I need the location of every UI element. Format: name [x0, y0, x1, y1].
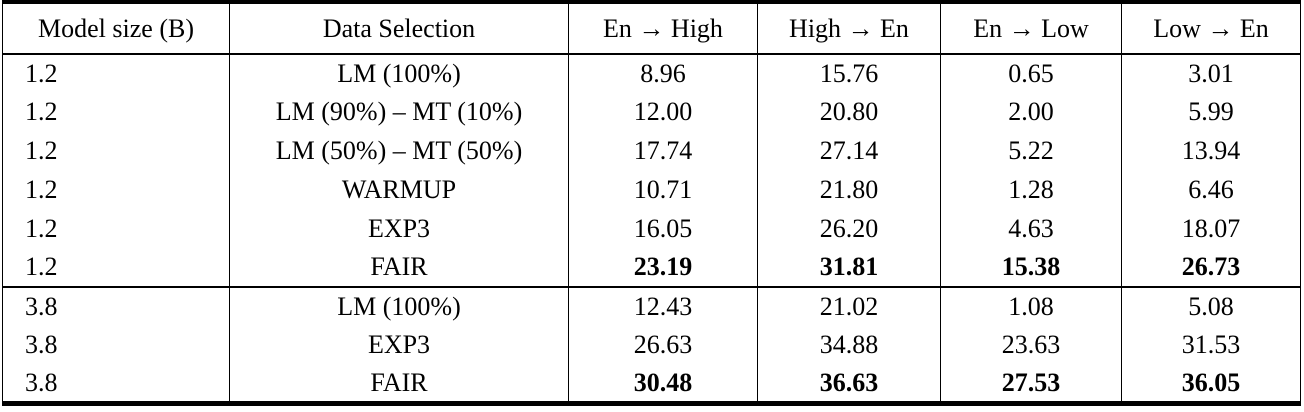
model-size-cell: 1.2 [2, 131, 230, 171]
metric-cell-high-to-en: 21.02 [757, 287, 941, 326]
data-selection-cell: EXP3 [229, 325, 569, 365]
metric-cell-en-to-high: 10.71 [568, 170, 758, 210]
model-size-cell: 1.2 [2, 54, 230, 93]
model-size-cell: 1.2 [2, 248, 230, 287]
metric-cell-en-to-low: 0.65 [940, 54, 1122, 93]
metric-cell-en-to-low: 5.22 [940, 131, 1122, 171]
table-row: 1.2 EXP3 16.05 26.20 4.63 18.07 [2, 209, 1301, 249]
metric-cell-high-to-en: 27.14 [757, 131, 941, 171]
data-selection-cell: FAIR [229, 364, 569, 404]
table-row: 3.8 EXP3 26.63 34.88 23.63 31.53 [2, 325, 1301, 365]
metric-cell-low-to-en: 36.05 [1121, 364, 1301, 404]
metric-cell-en-to-high: 30.48 [568, 364, 758, 404]
group-model-1.2: 1.2 LM (100%) 8.96 15.76 0.65 3.01 1.2 L… [2, 54, 1301, 287]
metric-cell-en-to-high: 26.63 [568, 325, 758, 365]
header-row: Model size (B) Data Selection En → High … [2, 2, 1301, 54]
metric-cell-en-to-low: 2.00 [940, 92, 1122, 132]
table-row-fair-best: 3.8 FAIR 30.48 36.63 27.53 36.05 [2, 364, 1301, 404]
metric-cell-low-to-en: 13.94 [1121, 131, 1301, 171]
metric-cell-en-to-high: 16.05 [568, 209, 758, 249]
group-model-3.8: 3.8 LM (100%) 12.43 21.02 1.08 5.08 3.8 … [2, 287, 1301, 404]
table-row: 1.2 WARMUP 10.71 21.80 1.28 6.46 [2, 170, 1301, 210]
table-row-fair-best: 1.2 FAIR 23.19 31.81 15.38 26.73 [2, 248, 1301, 287]
column-header-en-to-low: En → Low [940, 2, 1122, 54]
metric-cell-low-to-en: 3.01 [1121, 54, 1301, 93]
metric-cell-low-to-en: 5.99 [1121, 92, 1301, 132]
metric-cell-en-to-low: 1.08 [940, 287, 1122, 326]
model-size-cell: 3.8 [2, 287, 230, 326]
column-header-low-to-en: Low → En [1121, 2, 1301, 54]
data-selection-cell: LM (100%) [229, 287, 569, 326]
model-size-cell: 1.2 [2, 170, 230, 210]
table-row: 1.2 LM (90%) – MT (10%) 12.00 20.80 2.00… [2, 92, 1301, 132]
metric-cell-low-to-en: 26.73 [1121, 248, 1301, 287]
metric-cell-en-to-high: 8.96 [568, 54, 758, 93]
metric-cell-low-to-en: 6.46 [1121, 170, 1301, 210]
metric-cell-high-to-en: 20.80 [757, 92, 941, 132]
data-selection-cell: WARMUP [229, 170, 569, 210]
metric-cell-high-to-en: 36.63 [757, 364, 941, 404]
metric-cell-high-to-en: 26.20 [757, 209, 941, 249]
column-header-en-to-high: En → High [568, 2, 758, 54]
metric-cell-low-to-en: 5.08 [1121, 287, 1301, 326]
model-size-cell: 3.8 [2, 364, 230, 404]
metric-cell-en-to-low: 15.38 [940, 248, 1122, 287]
data-selection-cell: EXP3 [229, 209, 569, 249]
metric-cell-en-to-low: 27.53 [940, 364, 1122, 404]
metric-cell-en-to-high: 23.19 [568, 248, 758, 287]
model-size-cell: 3.8 [2, 325, 230, 365]
column-header-model-size: Model size (B) [2, 2, 230, 54]
metric-cell-en-to-high: 17.74 [568, 131, 758, 171]
metric-cell-low-to-en: 31.53 [1121, 325, 1301, 365]
table-header: Model size (B) Data Selection En → High … [2, 2, 1301, 54]
data-selection-cell: FAIR [229, 248, 569, 287]
column-header-data-selection: Data Selection [229, 2, 569, 54]
column-header-high-to-en: High → En [757, 2, 941, 54]
table-row: 3.8 LM (100%) 12.43 21.02 1.08 5.08 [2, 287, 1301, 326]
metric-cell-en-to-high: 12.00 [568, 92, 758, 132]
metric-cell-high-to-en: 21.80 [757, 170, 941, 210]
metric-cell-low-to-en: 18.07 [1121, 209, 1301, 249]
metric-cell-en-to-low: 23.63 [940, 325, 1122, 365]
metric-cell-en-to-low: 1.28 [940, 170, 1122, 210]
metric-cell-en-to-high: 12.43 [568, 287, 758, 326]
table-row: 1.2 LM (100%) 8.96 15.76 0.65 3.01 [2, 54, 1301, 93]
metric-cell-high-to-en: 15.76 [757, 54, 941, 93]
metric-cell-high-to-en: 34.88 [757, 325, 941, 365]
metric-cell-high-to-en: 31.81 [757, 248, 941, 287]
table-row: 1.2 LM (50%) – MT (50%) 17.74 27.14 5.22… [2, 131, 1301, 171]
data-selection-cell: LM (90%) – MT (10%) [229, 92, 569, 132]
data-selection-cell: LM (100%) [229, 54, 569, 93]
metric-cell-en-to-low: 4.63 [940, 209, 1122, 249]
data-selection-cell: LM (50%) – MT (50%) [229, 131, 569, 171]
model-size-cell: 1.2 [2, 92, 230, 132]
model-size-cell: 1.2 [2, 209, 230, 249]
